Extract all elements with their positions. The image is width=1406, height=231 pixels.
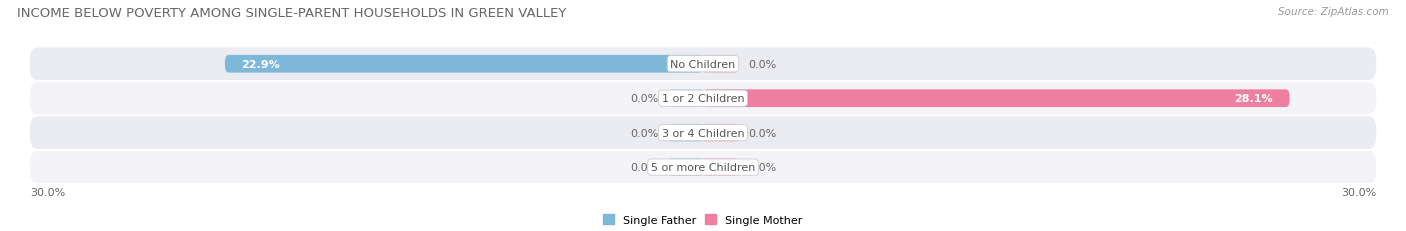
Text: 30.0%: 30.0%: [1341, 187, 1376, 197]
Text: INCOME BELOW POVERTY AMONG SINGLE-PARENT HOUSEHOLDS IN GREEN VALLEY: INCOME BELOW POVERTY AMONG SINGLE-PARENT…: [17, 7, 567, 20]
Text: 22.9%: 22.9%: [242, 59, 280, 70]
FancyBboxPatch shape: [669, 158, 703, 176]
FancyBboxPatch shape: [703, 124, 738, 142]
FancyBboxPatch shape: [669, 90, 703, 108]
Text: 30.0%: 30.0%: [30, 187, 65, 197]
Text: 0.0%: 0.0%: [630, 128, 658, 138]
Text: 1 or 2 Children: 1 or 2 Children: [662, 94, 744, 104]
Text: 5 or more Children: 5 or more Children: [651, 162, 755, 172]
FancyBboxPatch shape: [30, 151, 1376, 183]
Text: 0.0%: 0.0%: [630, 162, 658, 172]
Legend: Single Father, Single Mother: Single Father, Single Mother: [603, 214, 803, 225]
FancyBboxPatch shape: [30, 48, 1376, 81]
FancyBboxPatch shape: [225, 56, 703, 73]
Text: 3 or 4 Children: 3 or 4 Children: [662, 128, 744, 138]
Text: No Children: No Children: [671, 59, 735, 70]
FancyBboxPatch shape: [30, 117, 1376, 149]
FancyBboxPatch shape: [30, 82, 1376, 115]
FancyBboxPatch shape: [703, 158, 738, 176]
Text: 0.0%: 0.0%: [630, 94, 658, 104]
FancyBboxPatch shape: [703, 56, 738, 73]
Text: Source: ZipAtlas.com: Source: ZipAtlas.com: [1278, 7, 1389, 17]
FancyBboxPatch shape: [703, 90, 1289, 108]
Text: 0.0%: 0.0%: [748, 128, 776, 138]
Text: 0.0%: 0.0%: [748, 162, 776, 172]
Text: 28.1%: 28.1%: [1234, 94, 1272, 104]
FancyBboxPatch shape: [669, 124, 703, 142]
Text: 0.0%: 0.0%: [748, 59, 776, 70]
